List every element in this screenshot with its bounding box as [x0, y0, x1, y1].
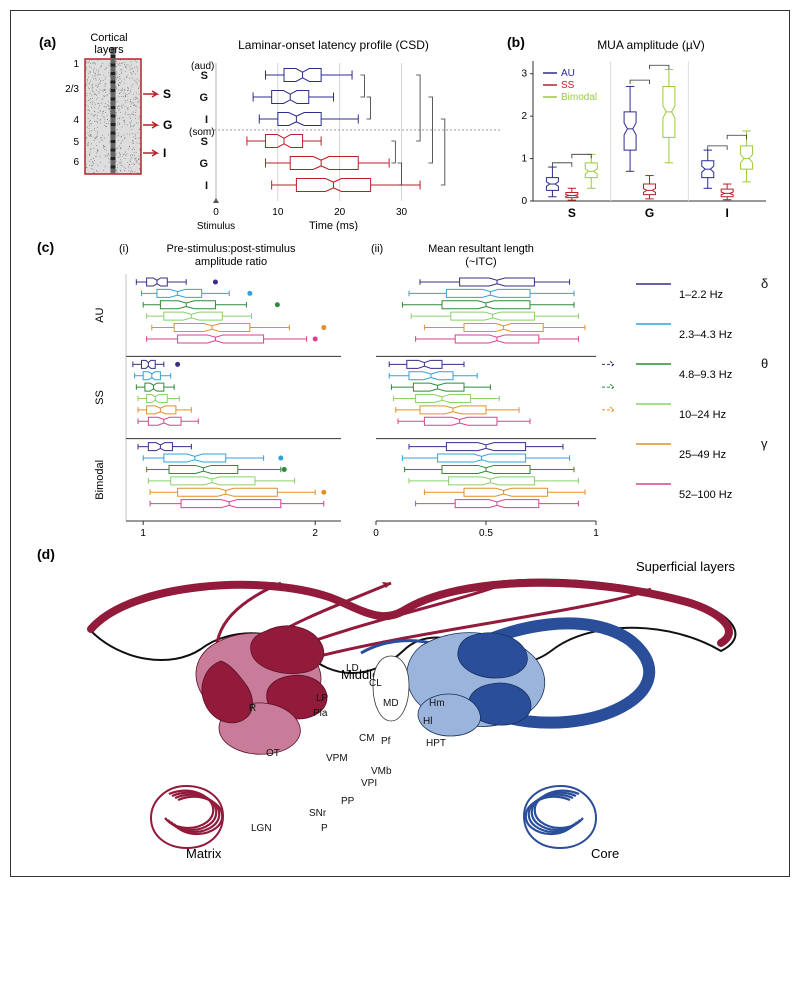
svg-text:G: G [645, 206, 654, 220]
svg-text:2/3: 2/3 [65, 84, 79, 95]
svg-text:(d): (d) [37, 546, 55, 562]
svg-text:VPI: VPI [361, 778, 377, 789]
svg-text:Pf: Pf [381, 736, 391, 747]
svg-text:LP: LP [316, 693, 329, 704]
svg-text:layers: layers [94, 44, 124, 56]
svg-text:CM: CM [359, 733, 375, 744]
svg-text:θ: θ [761, 356, 768, 371]
svg-text:4: 4 [73, 115, 79, 126]
svg-text:Hm: Hm [429, 698, 445, 709]
svg-text:(i): (i) [119, 243, 129, 255]
svg-text:Pla: Pla [313, 708, 328, 719]
svg-text:HPT: HPT [426, 738, 446, 749]
svg-text:PP: PP [341, 796, 355, 807]
svg-text:30: 30 [396, 207, 408, 218]
panel-d: (d)Superficial layersMiddle layersRLDCLL… [31, 541, 769, 866]
svg-text:10–24 Hz: 10–24 Hz [679, 409, 726, 421]
svg-text:G: G [163, 118, 172, 132]
svg-text:G: G [199, 92, 208, 104]
svg-text:SS: SS [94, 390, 106, 405]
svg-text:Laminar-onset latency profile: Laminar-onset latency profile (CSD) [238, 38, 429, 52]
svg-text:0: 0 [521, 196, 527, 207]
svg-text:VPM: VPM [326, 753, 348, 764]
svg-text:AU: AU [94, 307, 106, 322]
svg-text:S: S [201, 136, 208, 148]
svg-text:Cortical: Cortical [90, 32, 127, 44]
svg-text:MD: MD [383, 698, 399, 709]
svg-text:(~ITC): (~ITC) [465, 256, 496, 268]
svg-text:2: 2 [312, 528, 318, 536]
panel-c: (c) (i) Pre-stimulus:post-stimulusamplitud… [31, 236, 769, 541]
panel-b-svg: (b) MUA amplitude (µV) 0 1 2 3 S G I AUSSBimodal [501, 31, 776, 231]
svg-text:25–49 Hz: 25–49 Hz [679, 449, 726, 461]
svg-text:I: I [205, 180, 208, 192]
svg-text:1: 1 [73, 59, 79, 70]
svg-text:(b): (b) [507, 34, 525, 50]
svg-text:MUA amplitude (µV): MUA amplitude (µV) [597, 38, 705, 52]
svg-text:R: R [249, 703, 256, 714]
svg-text:δ: δ [761, 276, 768, 291]
svg-text:0.5: 0.5 [479, 528, 493, 536]
svg-text:LGN: LGN [251, 823, 272, 834]
svg-text:10: 10 [272, 207, 284, 218]
svg-text:AU: AU [561, 68, 575, 79]
svg-text:2: 2 [521, 111, 527, 122]
svg-text:20: 20 [334, 207, 346, 218]
svg-text:Core: Core [591, 846, 619, 861]
svg-text:3: 3 [521, 69, 527, 80]
panel-a: (a)Corticallayers12/3456SGILaminar-onset… [31, 31, 501, 236]
svg-text:4.8–9.3 Hz: 4.8–9.3 Hz [679, 369, 732, 381]
panel-a-svg: (a)Corticallayers12/3456SGILaminar-onset… [31, 31, 501, 231]
svg-text:(c): (c) [37, 239, 54, 255]
svg-text:0: 0 [373, 528, 379, 536]
panel-c-svg: (c) (i) Pre-stimulus:post-stimulusamplitud… [31, 236, 776, 536]
panel-b: (b) MUA amplitude (µV) 0 1 2 3 S G I AUSSBimodal [501, 31, 776, 236]
svg-text:Mean resultant length: Mean resultant length [428, 243, 534, 255]
svg-text:γ: γ [761, 436, 768, 451]
svg-text:0: 0 [213, 207, 219, 218]
svg-text:VMb: VMb [371, 766, 392, 777]
svg-text:Matrix: Matrix [186, 846, 222, 861]
svg-text:amplitude ratio: amplitude ratio [195, 256, 267, 268]
svg-text:Bimodal: Bimodal [561, 92, 597, 103]
svg-text:Time (ms): Time (ms) [309, 220, 358, 231]
svg-text:Hl: Hl [423, 716, 432, 727]
row-ab: (a)Corticallayers12/3456SGILaminar-onset… [31, 31, 769, 236]
svg-text:G: G [199, 158, 208, 170]
svg-text:S: S [201, 70, 208, 82]
svg-text:1: 1 [521, 154, 527, 165]
svg-text:5: 5 [73, 137, 79, 148]
svg-text:Bimodal: Bimodal [94, 460, 106, 500]
figure-container: (a)Corticallayers12/3456SGILaminar-onset… [10, 10, 790, 877]
svg-text:I: I [205, 114, 208, 126]
svg-text:SS: SS [561, 80, 575, 91]
svg-text:(a): (a) [39, 34, 56, 50]
svg-text:OT: OT [266, 748, 280, 759]
svg-text:Stimulus: Stimulus [197, 221, 235, 231]
svg-text:2.3–4.3 Hz: 2.3–4.3 Hz [679, 329, 732, 341]
svg-text:SNr: SNr [309, 808, 327, 819]
svg-text:1: 1 [140, 528, 146, 536]
svg-text:S: S [163, 87, 171, 101]
svg-text:P: P [321, 823, 328, 834]
svg-text:1: 1 [593, 528, 599, 536]
svg-text:6: 6 [73, 157, 79, 168]
panel-d-svg: (d)Superficial layersMiddle layersRLDCLL… [31, 541, 776, 861]
svg-text:Superficial layers: Superficial layers [636, 559, 735, 574]
svg-text:I: I [163, 146, 166, 160]
svg-text:LD: LD [346, 663, 359, 674]
svg-text:1–2.2 Hz: 1–2.2 Hz [679, 289, 723, 301]
svg-text:52–100 Hz: 52–100 Hz [679, 489, 732, 501]
svg-text:S: S [568, 206, 576, 220]
svg-text:(ii): (ii) [371, 243, 383, 255]
svg-text:CL: CL [369, 678, 382, 689]
svg-text:I: I [725, 206, 728, 220]
svg-text:Pre-stimulus:post-stimulus: Pre-stimulus:post-stimulus [167, 243, 296, 255]
